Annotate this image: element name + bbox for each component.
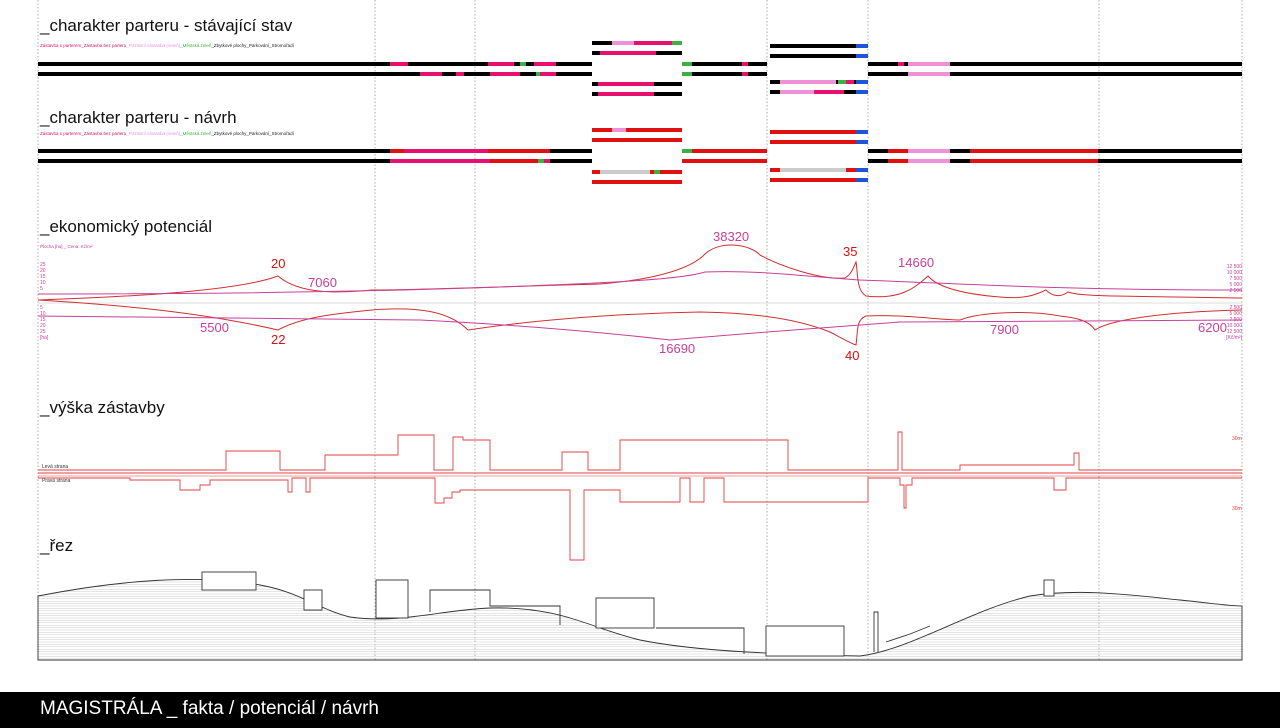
tick-label: 15: [40, 274, 46, 280]
height-bottom-scale: 30m: [1232, 506, 1242, 512]
value-label-6200: 6200: [1198, 320, 1227, 335]
title-section: _řez: [40, 536, 74, 555]
tick-label: 20: [40, 323, 46, 329]
legend-proposal: Zástavba s parterem_Zástavba bez parteru…: [40, 131, 294, 136]
legend-current-state: Zástavba s parterem_Zástavba bez parteru…: [40, 43, 294, 48]
axis-unit: [ha]: [40, 335, 49, 341]
tick-label: 10: [40, 311, 46, 317]
tick-label: 2 500: [1229, 305, 1242, 311]
tick-label: 5: [40, 305, 43, 311]
tick-label: 2 500: [1229, 288, 1242, 294]
tick-label: 5: [40, 286, 43, 292]
legend-item: Zástavba s parterem: [40, 43, 82, 48]
tick-label: 7 500: [1229, 317, 1242, 323]
legend-item: _Městská zeleň: [180, 43, 212, 48]
height-chart: [38, 431, 1242, 561]
tick-label: 25: [40, 262, 46, 268]
legend-item: _Zbytkové plochy_Parkování_Stromořadí: [211, 131, 294, 136]
footer-bar: MAGISTRÁLA _ fakta / potenciál / návrh: [0, 692, 1280, 728]
left-side-profile: [38, 431, 1242, 471]
vertical-gridlines: [37, 0, 1243, 660]
right-axis-ticks-top: 12 500 10 000 7 500 5 000 2 500: [1222, 264, 1242, 294]
legend-item: _Zástavba bez parteru: [81, 43, 127, 48]
tick-label: 10 000: [1226, 270, 1242, 276]
value-label-22: 22: [271, 332, 286, 347]
footer-title: MAGISTRÁLA _ fakta / potenciál / návrh: [40, 698, 379, 719]
legend-item: _Městská zeleň: [180, 131, 212, 136]
legend-item: Zástavba s parterem: [40, 131, 82, 136]
legend-item: _Zástavba bez parteru: [81, 131, 127, 136]
title-current-state: _charakter parteru - stávající stav: [40, 16, 293, 35]
legend-item: _Pozitivní zástavba (zeleň): [126, 43, 181, 48]
economic-chart: [37, 244, 1243, 346]
value-label-14660: 14660: [898, 255, 935, 270]
title-height: _výška zástavby: [40, 398, 165, 417]
strip-current: [38, 41, 1242, 96]
value-label-7900: 7900: [990, 322, 1019, 337]
tick-label: 10: [40, 280, 46, 286]
value-label-40: 40: [845, 348, 860, 363]
left-axis-ticks-top: 25 20 15 10 5: [40, 262, 46, 292]
tick-label: 12 500: [1226, 329, 1242, 335]
height-left-label: Levá strana: [42, 464, 69, 470]
value-label-35: 35: [843, 244, 858, 259]
value-label-7060: 7060: [308, 275, 337, 290]
tick-label: 12 500: [1226, 264, 1242, 270]
value-label-38320: 38320: [713, 229, 750, 244]
title-proposal: _charakter parteru - návrh: [40, 108, 237, 127]
value-label-16690: 16690: [659, 341, 696, 356]
tick-label: 5 000: [1229, 282, 1242, 288]
tick-label: 7 500: [1229, 276, 1242, 282]
curve-price-bottom: [37, 315, 1243, 341]
tick-label: 20: [40, 268, 46, 274]
legend-economic: Plocha [ha] _ Cena: Kč/m²: [40, 244, 93, 249]
height-top-scale: 30m: [1232, 436, 1242, 442]
strip-proposal: [38, 128, 1242, 184]
value-label-5500: 5500: [200, 320, 229, 335]
right-axis-ticks-bottom: 2 500 5 000 7 500 10 000 12 500 [Kč/m²]: [1218, 305, 1242, 341]
tick-label: 25: [40, 329, 46, 335]
title-economic: _ekonomický potenciál: [40, 217, 212, 236]
terrain: [37, 578, 1243, 661]
legend-item: _Zbytkové plochy_Parkování_Stromořadí: [211, 43, 294, 48]
legend-item: _Pozitivní zástavba (zeleň): [126, 131, 181, 136]
tick-label: 5 000: [1229, 311, 1242, 317]
diagram-canvas: [37, 0, 1243, 661]
section-drawing: [37, 571, 1243, 661]
curve-area-top: [37, 244, 1243, 301]
left-axis-ticks-bottom: 5 10 15 20 25 [ha]: [40, 305, 48, 341]
height-right-label: Pravá strana: [42, 478, 71, 484]
tick-label: 10 000: [1226, 323, 1242, 329]
axis-unit: [Kč/m²]: [1226, 335, 1242, 341]
curve-price-top: [37, 271, 1243, 295]
value-label-20: 20: [271, 256, 286, 271]
tick-label: 15: [40, 317, 46, 323]
right-side-profile: [38, 477, 1242, 561]
